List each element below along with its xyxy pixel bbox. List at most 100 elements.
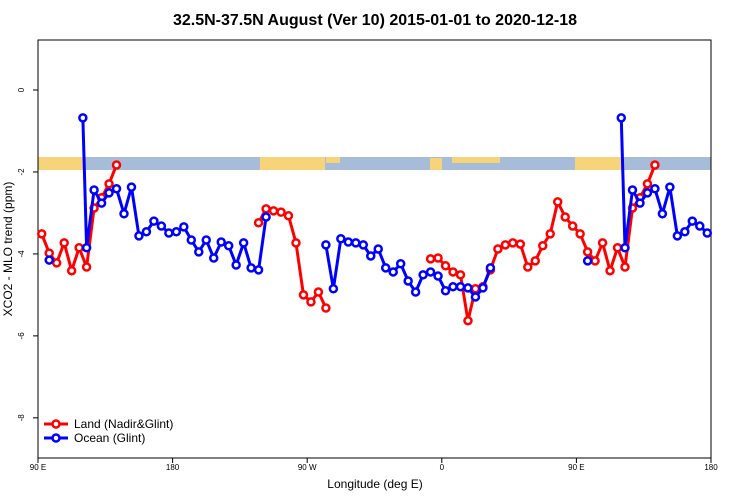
point [164,228,174,238]
point [208,253,219,263]
point [538,240,548,251]
x-tick-label: 90 E [30,463,46,472]
x-axis-label: Longitude (deg E) [327,477,422,491]
point [545,229,555,239]
point [223,240,234,251]
point [448,281,458,292]
point [665,182,675,192]
point [231,260,241,270]
point [253,265,264,275]
point [530,256,541,266]
point [403,276,413,286]
point [687,216,698,226]
point [478,283,488,293]
point [575,229,585,239]
point [194,247,204,257]
point [111,160,122,170]
point [216,237,226,247]
y-tick-label: 0 [17,87,26,92]
point [515,239,526,249]
point [433,253,443,263]
point [410,287,421,297]
point [695,221,705,231]
x-tick-label: 0 [440,463,445,472]
point [380,263,391,273]
point [448,267,458,277]
plot-frame [37,39,712,459]
point [306,297,316,307]
point [126,182,137,192]
point [104,188,114,198]
point [672,231,683,241]
point [246,263,256,273]
legend-marker [51,433,61,443]
point [470,292,481,302]
point [635,198,645,208]
point [179,222,189,232]
y-tick-label: -6 [17,332,26,340]
point [582,247,593,257]
point [597,238,608,248]
point [261,204,271,214]
legend-marker [51,419,61,429]
point [81,243,92,253]
point [493,244,503,254]
x-tick-label: 90 W [298,463,317,472]
point [343,237,354,247]
point [582,256,593,266]
point [627,185,638,195]
point [149,216,159,226]
point [388,267,398,277]
point [89,185,99,195]
legend-label: Land (Nadir&Glint) [74,417,173,431]
point [500,240,511,250]
point [560,212,570,222]
point [358,240,369,250]
point [81,262,92,272]
y-axis-label: XCO2 - MLO trend (ppm) [1,182,15,317]
point [612,243,623,253]
point [66,265,77,276]
point [567,221,578,231]
point [36,229,47,239]
point [508,238,518,248]
point [463,315,473,326]
point [276,207,286,217]
point [321,240,331,250]
point [283,211,294,221]
point [171,227,182,237]
point [616,113,627,123]
y-tick-label: -4 [17,250,26,258]
point [642,188,653,198]
point [261,212,271,222]
point [425,254,436,264]
point [440,286,451,296]
point [680,227,690,237]
point [657,209,668,219]
point [620,243,630,253]
point [455,270,466,280]
point [238,238,249,248]
point [702,228,713,238]
point [253,218,264,228]
point [418,270,428,280]
point [605,265,615,276]
point [59,238,69,248]
point [51,258,62,268]
point [44,255,54,265]
point [111,184,122,194]
point [336,234,346,244]
point [485,263,496,273]
point [291,238,301,248]
y-tick-label: -8 [17,414,26,422]
chart-title: 32.5N-37.5N August (Ver 10) 2015-01-01 t… [173,12,577,29]
point [642,179,653,189]
point [74,243,84,253]
point [134,231,144,241]
point [201,235,211,245]
point [523,262,533,272]
point [351,238,361,248]
point [590,256,600,266]
point [96,198,107,208]
point [373,244,383,254]
